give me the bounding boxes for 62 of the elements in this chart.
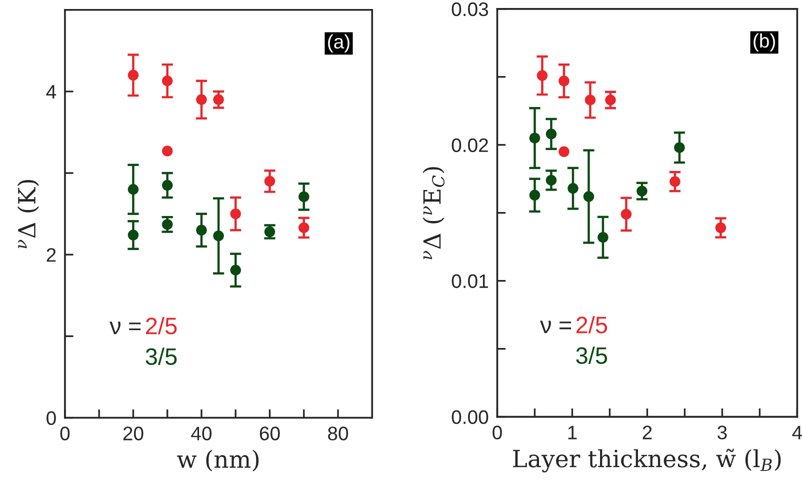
point (128, 230, 139, 240)
point (162, 180, 173, 191)
point (715, 222, 726, 234)
point (558, 146, 570, 158)
x-tick-label: 2 (642, 426, 652, 440)
y-tick-label: 0.03 (452, 2, 488, 16)
x-tick-label: 40 (191, 426, 212, 440)
point (620, 208, 632, 220)
point (196, 224, 207, 236)
text: 2/5 (146, 317, 177, 334)
point (584, 94, 596, 106)
x-tick-label: 1 (568, 426, 577, 440)
point (674, 142, 685, 153)
point (162, 146, 173, 156)
point (568, 183, 578, 194)
y-tick-label: 0.01 (452, 274, 488, 288)
x-tick-label: 80 (328, 426, 348, 440)
point (605, 94, 616, 106)
point (670, 176, 680, 187)
point (196, 94, 207, 106)
point (230, 264, 241, 276)
annotation: (b) (754, 33, 775, 52)
y-tick-label: 0.00 (452, 410, 488, 424)
point (529, 132, 540, 144)
point (598, 232, 608, 243)
point (536, 70, 548, 81)
point (162, 75, 173, 86)
y-axis-title: $^{ν}$Δ ($^{ν}$E$_{C}$) (422, 167, 445, 260)
point (583, 191, 594, 202)
point (213, 94, 224, 106)
x-tick-label: 3 (718, 426, 727, 440)
y-axis-title: $^{ν}$Δ (K) (17, 180, 40, 248)
point (162, 219, 173, 230)
y-tick-label: 0.02 (452, 138, 488, 152)
x-tick-label: 4 (792, 426, 802, 440)
point (529, 190, 540, 201)
point (558, 76, 570, 86)
point (298, 222, 310, 234)
y-tick-label: 0 (46, 411, 56, 426)
point (264, 176, 276, 187)
legend-title: ν = (540, 320, 572, 334)
x-tick-label: 20 (123, 426, 144, 440)
point (546, 174, 557, 186)
point (298, 191, 310, 202)
annotation: (a) (328, 34, 350, 52)
point (546, 128, 557, 140)
y-tick-label: 2 (46, 248, 56, 262)
point (213, 230, 224, 242)
x-axis-title: w (nm) (177, 450, 259, 472)
text: 2/5 (576, 316, 608, 334)
legend-title: ν = (110, 322, 141, 334)
point (230, 208, 241, 220)
point (636, 186, 648, 196)
y-tick-label: 4 (46, 85, 56, 99)
point (128, 184, 139, 195)
x-tick-label: 0 (492, 426, 502, 440)
x-axis-title: Layer thickness, w̃ (l$_{B}$) (513, 448, 781, 472)
x-tick-label: 60 (260, 426, 280, 440)
text: 3/5 (146, 348, 177, 365)
x-tick-label: 0 (60, 426, 70, 440)
text: 3/5 (576, 346, 608, 364)
point (128, 70, 139, 81)
